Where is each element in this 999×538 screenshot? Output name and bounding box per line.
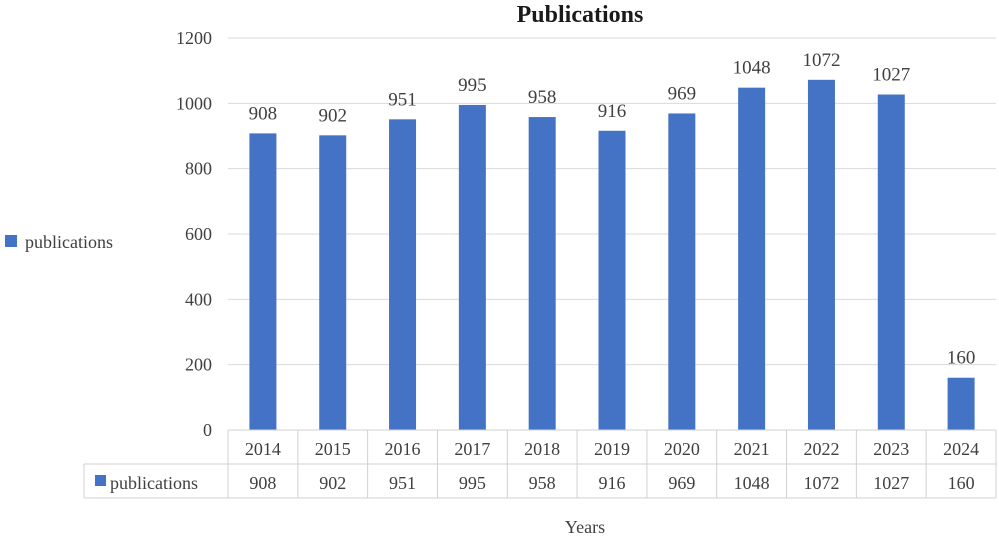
x-axis-label: Years [565, 517, 605, 537]
table-value: 958 [529, 473, 556, 493]
table-value: 1048 [734, 473, 770, 493]
x-tick-label: 2014 [245, 439, 281, 459]
x-tick-label: 2018 [524, 439, 560, 459]
x-tick-label: 2022 [803, 439, 839, 459]
table-value: 902 [319, 473, 346, 493]
bar [947, 377, 975, 430]
bar [319, 135, 347, 430]
y-tick-label: 1000 [176, 93, 212, 113]
table-value: 1072 [803, 473, 839, 493]
table-value: 908 [249, 473, 276, 493]
data-label: 916 [598, 101, 627, 122]
table-value: 1027 [873, 473, 909, 493]
x-tick-label: 2024 [943, 439, 979, 459]
x-tick-label: 2016 [385, 439, 421, 459]
data-label: 995 [458, 75, 487, 96]
legend-label: publications [25, 232, 113, 252]
y-tick-label: 200 [185, 355, 212, 375]
data-label: 908 [249, 103, 278, 124]
x-tick-label: 2019 [594, 439, 630, 459]
bar [458, 104, 486, 430]
data-label: 160 [947, 348, 976, 369]
table-series-name: publications [110, 473, 198, 493]
table-value: 995 [459, 473, 486, 493]
data-label: 1048 [733, 58, 771, 79]
bar [389, 119, 417, 430]
bar [249, 133, 277, 431]
chart-title: Publications [517, 2, 644, 28]
table-value: 969 [668, 473, 695, 493]
bar [877, 94, 905, 430]
bar [738, 87, 766, 431]
legend-key [5, 235, 17, 247]
data-labels: 908 902 951 995 958 916 969 1048 1072 1027 160 [249, 50, 976, 369]
y-tick-label: 800 [185, 159, 212, 179]
x-tick-label: 2021 [734, 439, 770, 459]
data-label: 969 [668, 83, 697, 104]
data-label: 1027 [872, 65, 910, 86]
y-axis-ticks: 0 200 400 600 800 1000 1200 [176, 28, 212, 440]
bars [249, 79, 975, 431]
y-tick-label: 600 [185, 224, 212, 244]
bar [598, 130, 626, 431]
x-tick-label: 2017 [454, 439, 490, 459]
bar [807, 79, 835, 431]
table-value: 916 [599, 473, 626, 493]
table-legend-key [95, 475, 106, 486]
data-label: 951 [388, 89, 417, 110]
y-tick-label: 1200 [176, 28, 212, 48]
x-tick-label: 2015 [315, 439, 351, 459]
bar [668, 113, 696, 431]
data-label: 902 [318, 105, 347, 126]
x-tick-label: 2020 [664, 439, 700, 459]
data-label: 958 [528, 87, 557, 108]
x-tick-label: 2023 [873, 439, 909, 459]
legend: publications [5, 232, 113, 252]
y-tick-label: 400 [185, 289, 212, 309]
table-value: 951 [389, 473, 416, 493]
bar [528, 117, 556, 430]
data-table: 2014 908 2015 902 2016 951 2017 995 2018 958 2019 9… [83, 429, 997, 499]
data-label: 1072 [802, 50, 840, 71]
y-tick-label: 0 [203, 420, 212, 440]
table-value: 160 [948, 473, 975, 493]
